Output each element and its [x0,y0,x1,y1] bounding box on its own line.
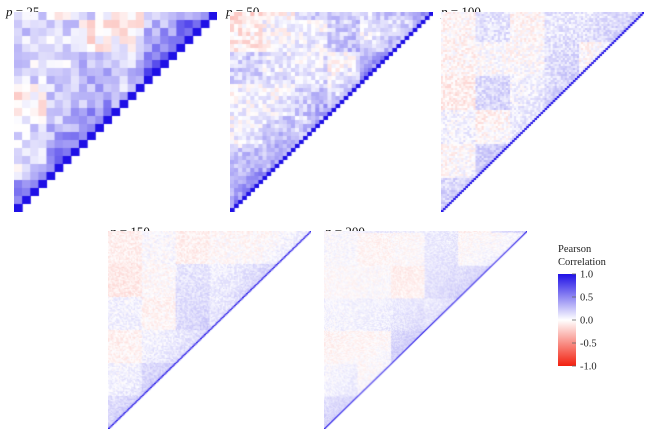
heatmap-panel [108,231,311,429]
legend-tick-label: -0.5 [580,339,597,350]
panel-title-var: p [226,4,233,19]
legend-colorbar [558,274,576,366]
heatmap-panel [324,231,527,429]
heatmap-panel [441,12,644,212]
legend-title-line2: Correlation [558,257,607,268]
legend-tick-label: -1.0 [580,362,597,371]
panel-title-var: p [6,4,13,19]
heatmap-panel [14,12,217,212]
legend-tick-label: 0.5 [580,293,593,304]
panel-title-sep: = [13,4,27,19]
panel-title-var: p [441,4,448,19]
color-legend: Pearson Correlation 1.0 0.5 0.0 -0.5 -1.0 [558,244,607,371]
legend-title-line1: Pearson [558,244,592,255]
legend-tick-label: 0.0 [580,316,593,327]
panel-title-sep: = [233,4,247,19]
panel-title-sep: = [448,4,462,19]
legend-tick-label: 1.0 [580,270,593,281]
heatmap-panel [230,12,433,212]
